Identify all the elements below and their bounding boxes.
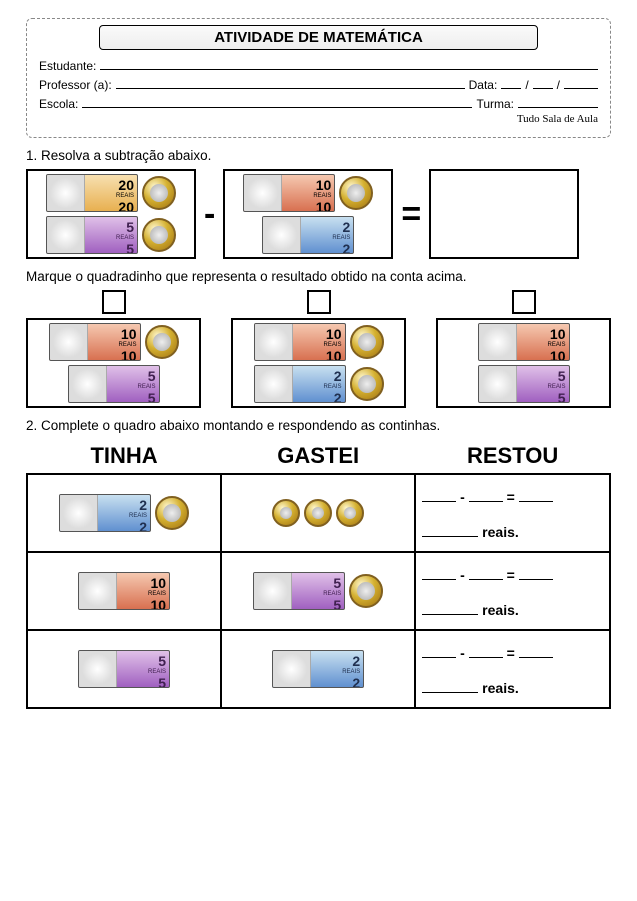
equals-sign: = [399,195,423,234]
option-box-2: 10REAIS10 5REAIS5 [436,318,611,408]
q1-equation: 20REAIS20 5REAIS5 - 10REAIS10 2REAIS2 = [26,169,611,259]
label-teacher: Professor (a): [39,78,112,92]
blank-student[interactable] [100,56,598,70]
coin-icon [350,325,384,359]
coin-icon [349,574,383,608]
coin-icon [350,367,384,401]
q1-options: 10REAIS10 5REAIS5 10REAIS10 2REAIS2 10RE… [26,290,611,408]
bill-2: 2REAIS2 [272,650,364,688]
label-school: Escola: [39,97,78,111]
cell-gastei-0 [221,474,415,552]
coin-icon [142,176,176,210]
blank-date-y[interactable] [564,75,598,89]
label-date: Data: [469,78,498,92]
checkbox-1[interactable] [307,290,331,314]
bill-2: 2REAIS2 [59,494,151,532]
cell-gastei-1: 5REAIS5 [221,552,415,630]
bill-2: 2REAIS2 [262,216,354,254]
q1-prompt: 1. Resolva a subtração abaixo. [26,148,611,163]
table-row: 2REAIS2 - = reais. [27,474,610,552]
coin-icon [272,499,300,527]
q1-right-box: 10REAIS10 2REAIS2 [223,169,393,259]
coin-icon [339,176,373,210]
coin-icon [155,496,189,530]
bill-5: 5REAIS5 [68,365,160,403]
bill-5: 5REAIS5 [46,216,138,254]
checkbox-0[interactable] [102,290,126,314]
th-tinha: TINHA [27,439,221,474]
coin-icon [304,499,332,527]
option-0: 10REAIS10 5REAIS5 [26,290,201,408]
q1-left-box: 20REAIS20 5REAIS5 [26,169,196,259]
q1-opt-prompt: Marque o quadradinho que representa o re… [26,269,611,284]
row-school: Escola: Turma: [39,94,598,111]
q2-table: TINHA GASTEI RESTOU 2REAIS2 - = reais. 1… [26,439,611,709]
blank-date-d[interactable] [501,75,521,89]
option-2: 10REAIS10 5REAIS5 [436,290,611,408]
bill-2: 2REAIS2 [254,365,346,403]
coin-icon [142,218,176,252]
th-restou: RESTOU [415,439,610,474]
bill-10: 10REAIS10 [243,174,335,212]
bill-10: 10REAIS10 [254,323,346,361]
bill-5: 5REAIS5 [478,365,570,403]
label-student: Estudante: [39,59,96,73]
blank-teacher[interactable] [116,75,465,89]
page-title: ATIVIDADE DE MATEMÁTICA [99,25,538,50]
blank-date-m[interactable] [533,75,553,89]
cell-restou-1[interactable]: - = reais. [415,552,610,630]
blank-class[interactable] [518,94,598,108]
bill-10: 10REAIS10 [49,323,141,361]
cell-tinha-1: 10REAIS10 [27,552,221,630]
option-1: 10REAIS10 2REAIS2 [231,290,406,408]
bill-5: 5REAIS5 [78,650,170,688]
option-box-1: 10REAIS10 2REAIS2 [231,318,406,408]
cell-tinha-0: 2REAIS2 [27,474,221,552]
credit-text: Tudo Sala de Aula [39,113,598,125]
cell-restou-0[interactable]: - = reais. [415,474,610,552]
th-gastei: GASTEI [221,439,415,474]
bill-20: 20REAIS20 [46,174,138,212]
worksheet-frame: ATIVIDADE DE MATEMÁTICA Estudante: Profe… [26,18,611,138]
q2-prompt: 2. Complete o quadro abaixo montando e r… [26,418,611,433]
table-row: 10REAIS10 5REAIS5 - = reais. [27,552,610,630]
bill-10: 10REAIS10 [78,572,170,610]
coin-icon [145,325,179,359]
bill-10: 10REAIS10 [478,323,570,361]
row-teacher: Professor (a): Data: / / [39,75,598,92]
cell-restou-2[interactable]: - = reais. [415,630,610,708]
blank-school[interactable] [82,94,472,108]
table-row: 5REAIS5 2REAIS2 - = reais. [27,630,610,708]
q1-answer-box[interactable] [429,169,579,259]
bill-5: 5REAIS5 [253,572,345,610]
label-class: Turma: [476,97,514,111]
checkbox-2[interactable] [512,290,536,314]
minus-sign: - [202,195,217,234]
option-box-0: 10REAIS10 5REAIS5 [26,318,201,408]
cell-gastei-2: 2REAIS2 [221,630,415,708]
cell-tinha-2: 5REAIS5 [27,630,221,708]
coin-icon [336,499,364,527]
row-student: Estudante: [39,56,598,73]
